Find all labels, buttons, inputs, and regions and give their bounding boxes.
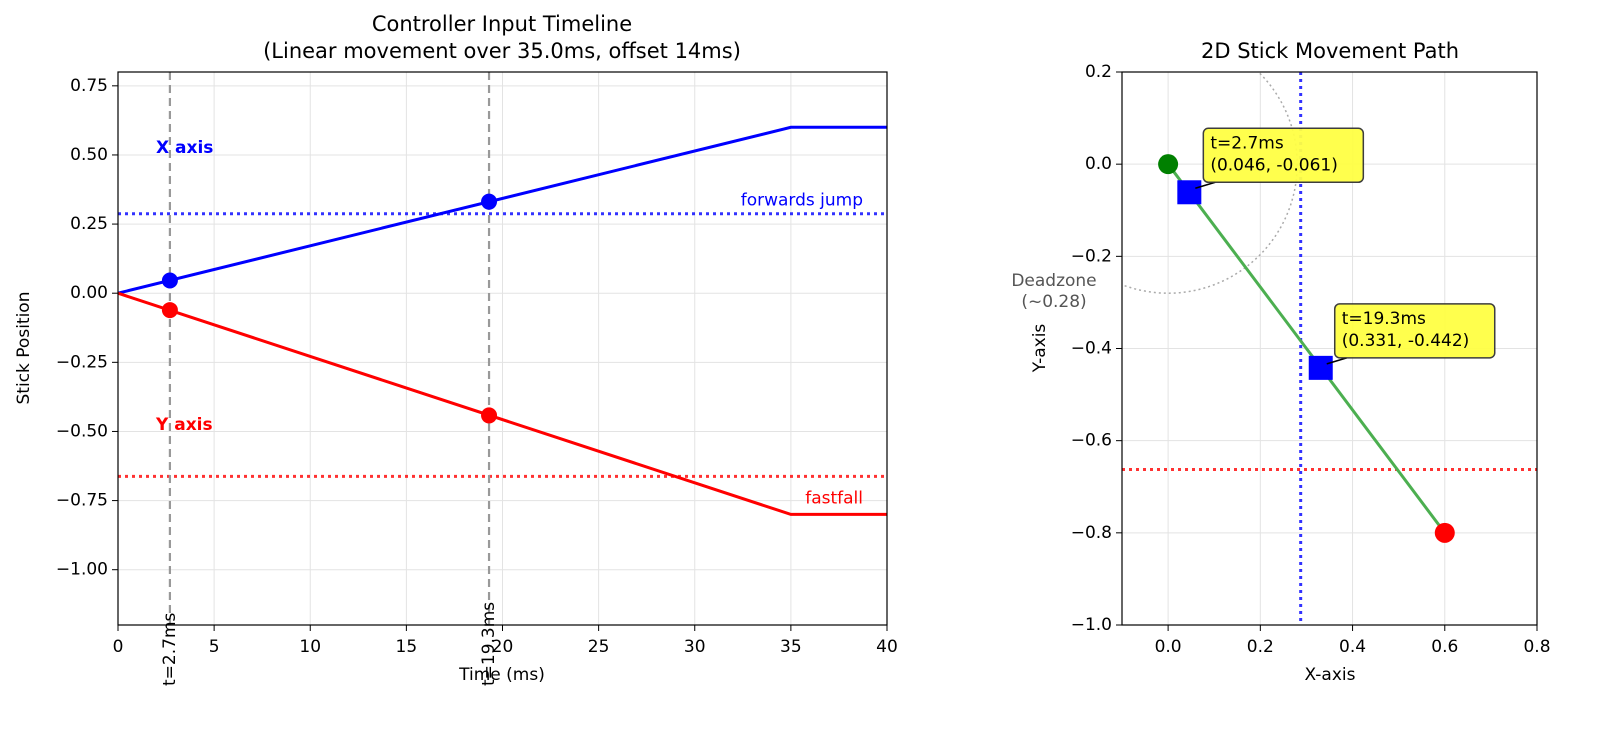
deadzone-label: (~0.28) — [1021, 292, 1086, 312]
plot-frame — [117, 71, 888, 626]
annotation-text: (0.331, -0.442) — [1342, 331, 1470, 351]
y-tick-label: −0.75 — [56, 491, 108, 511]
y-tick-label: 0.25 — [70, 214, 108, 234]
event-marker — [481, 193, 498, 210]
x-tick-label: 0.4 — [1339, 637, 1366, 657]
plot-frame — [1121, 71, 1538, 626]
x-tick-label: 20 — [492, 637, 514, 657]
event-label: t=2.7ms — [160, 612, 180, 686]
y-tick-label: 0.50 — [70, 145, 108, 165]
y-tick-label: −0.4 — [1071, 339, 1112, 359]
plot-area — [118, 72, 887, 625]
movement-path — [1166, 163, 1446, 534]
x-tick-label: 0.2 — [1247, 637, 1274, 657]
x-tick-label: 5 — [209, 637, 220, 657]
chart-title: Controller Input Timeline — [372, 12, 632, 36]
x-tick-label: 30 — [684, 637, 706, 657]
chart-subtitle: (Linear movement over 35.0ms, offset 14m… — [263, 39, 741, 63]
y-tick-label: −1.0 — [1071, 615, 1112, 635]
event-marker — [161, 272, 178, 289]
x-tick-label: 0.0 — [1155, 637, 1182, 657]
y-tick-label: −0.50 — [56, 421, 108, 441]
event-label: t=19.3ms — [479, 602, 499, 686]
x-tick-label: 10 — [299, 637, 321, 657]
chart-title: 2D Stick Movement Path — [1201, 39, 1459, 63]
annotation-box — [1333, 303, 1496, 359]
end-marker — [1434, 522, 1455, 543]
x-tick-label: 0 — [113, 637, 124, 657]
annotation-text: (0.046, -0.061) — [1210, 155, 1338, 175]
x-tick-label: 15 — [396, 637, 418, 657]
y-tick-label: 0.75 — [70, 76, 108, 96]
x-tick-label: 0.8 — [1523, 637, 1550, 657]
deadzone-label: Deadzone — [1011, 271, 1096, 291]
annotation-text: t=2.7ms — [1210, 133, 1284, 153]
annotation-arrow — [1195, 181, 1216, 189]
x-tick-label: 25 — [588, 637, 610, 657]
series-line — [118, 291, 887, 516]
point-marker — [1308, 355, 1333, 380]
y-axis-label: Stick Position — [14, 292, 34, 405]
y-tick-label: 0.00 — [70, 283, 108, 303]
annotation-text: t=19.3ms — [1342, 309, 1426, 329]
y-tick-label: −0.8 — [1071, 523, 1112, 543]
series-label: Y axis — [155, 415, 213, 435]
y-tick-label: −0.6 — [1071, 431, 1112, 451]
x-axis-label: Time (ms) — [458, 665, 545, 685]
start-marker — [1158, 154, 1179, 175]
y-axis-label: Y-axis — [1030, 324, 1050, 374]
threshold-label: fastfall — [805, 488, 863, 508]
y-tick-label: −0.25 — [56, 352, 108, 372]
y-tick-label: −0.2 — [1071, 246, 1112, 266]
x-tick-label: 40 — [876, 637, 898, 657]
y-tick-label: 0.0 — [1085, 154, 1112, 174]
series-line — [118, 125, 887, 295]
series-label: X axis — [156, 138, 213, 158]
annotation-arrow — [1326, 357, 1347, 365]
x-axis-label: X-axis — [1305, 665, 1356, 685]
threshold-label: forwards jump — [741, 191, 863, 211]
x-tick-label: 35 — [780, 637, 802, 657]
annotation-box — [1202, 127, 1365, 184]
event-marker — [161, 302, 178, 319]
point-marker — [1177, 180, 1202, 205]
y-tick-label: −1.00 — [56, 560, 108, 580]
y-tick-label: 0.2 — [1085, 62, 1112, 82]
event-marker — [481, 407, 498, 424]
x-tick-label: 0.6 — [1431, 637, 1458, 657]
